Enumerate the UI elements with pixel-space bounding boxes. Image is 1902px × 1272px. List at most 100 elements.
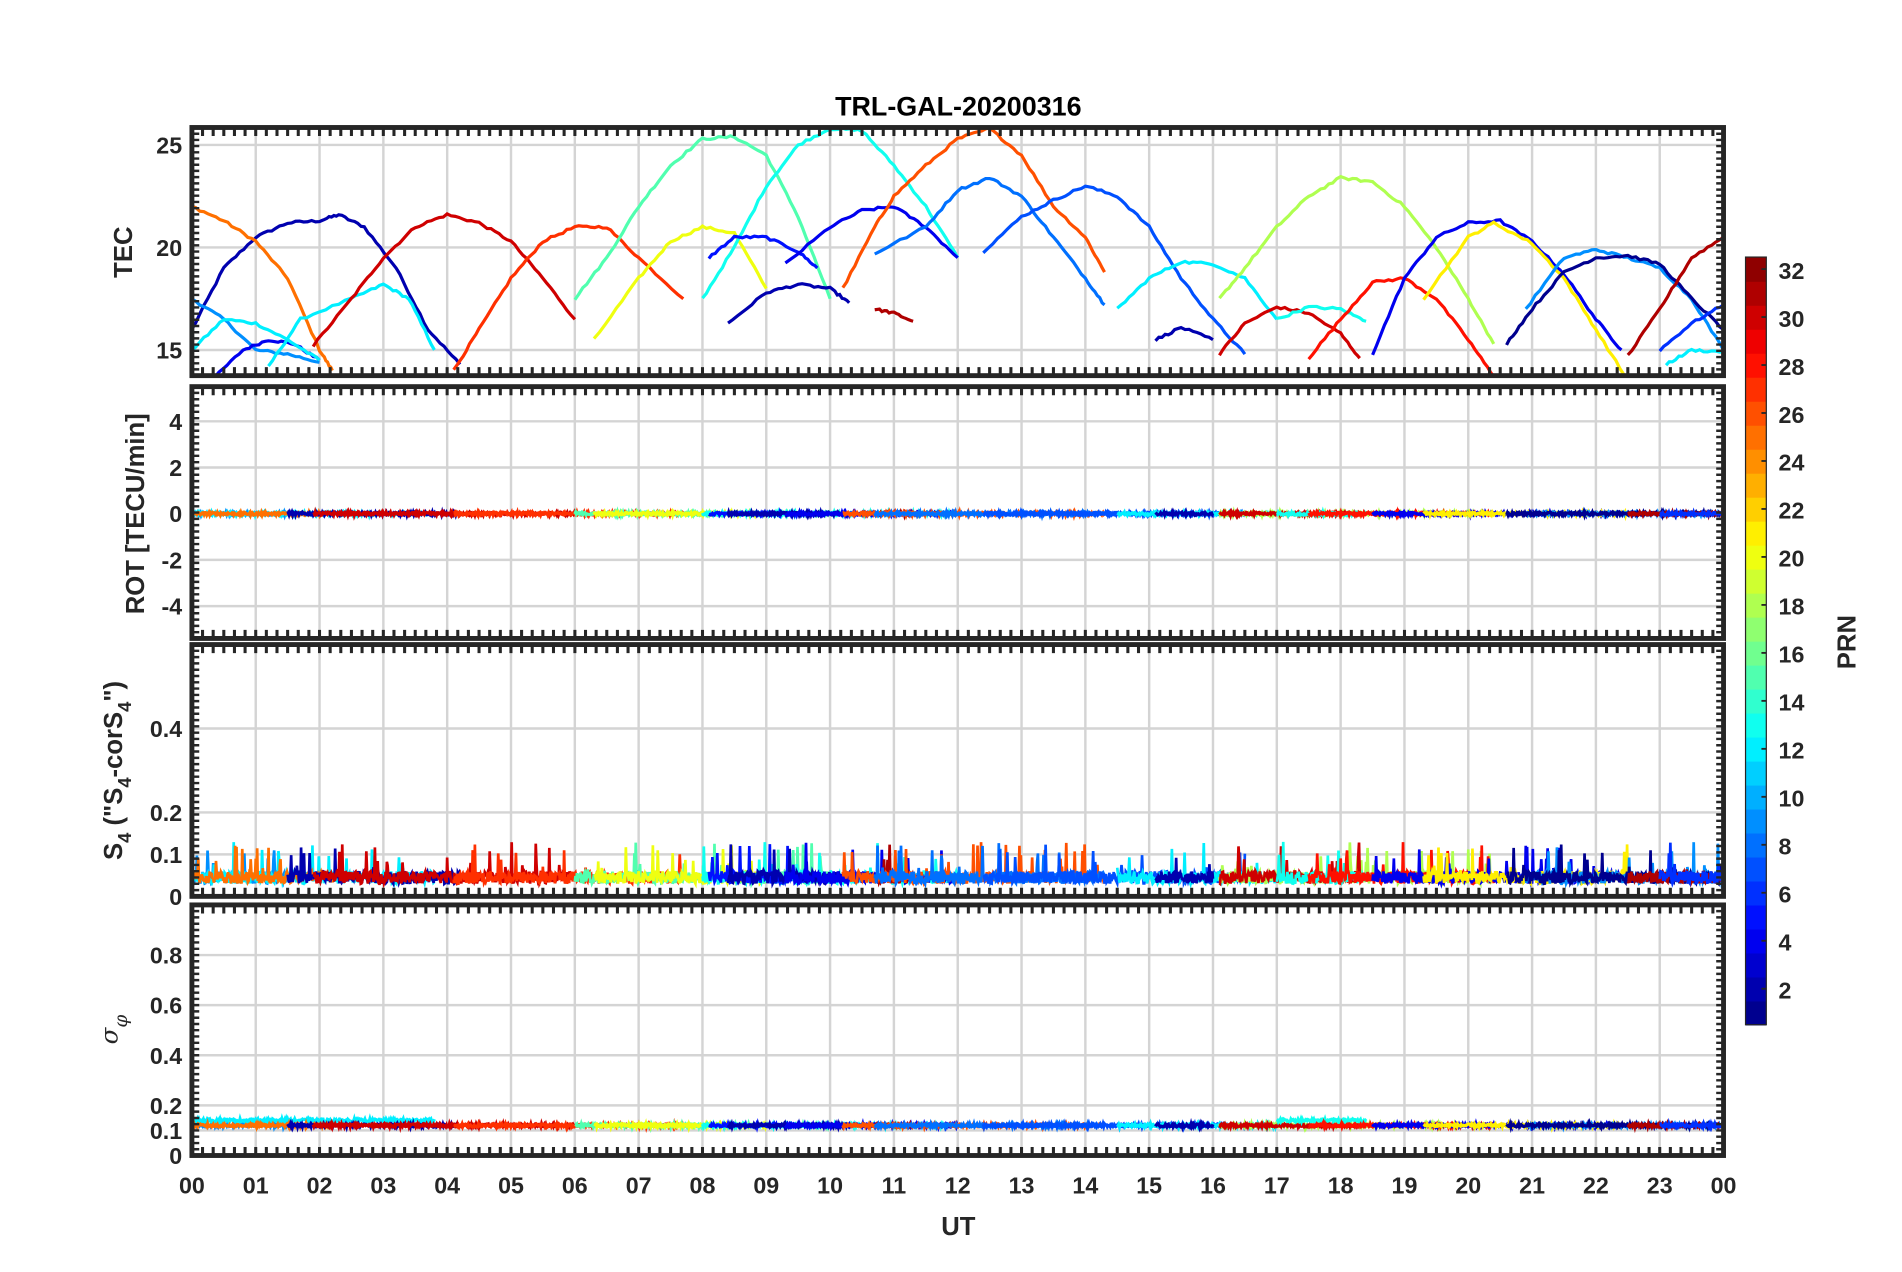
colorbar-tick-label: 24 — [1779, 450, 1805, 476]
sigma-series-prn-12 — [191, 1113, 436, 1128]
colorbar-swatch-prn-24 — [1745, 448, 1767, 474]
colorbar-swatch-prn-30 — [1745, 305, 1767, 330]
panel-s4: 0 0.1 0.2 0.4 — [150, 642, 1726, 910]
colorbar-swatch-prn-19 — [1745, 568, 1767, 594]
tec-arc-prn-1 — [1505, 253, 1724, 346]
s4-y-tick-label: 0 — [169, 884, 182, 910]
colorbar-swatch-prn-6 — [1745, 880, 1767, 906]
x-tick-label: 14 — [1072, 1172, 1098, 1198]
x-tick-label: 08 — [690, 1172, 716, 1198]
sigma-series-prn-13 — [1275, 1114, 1368, 1128]
colorbar-tick-label: 10 — [1779, 786, 1805, 812]
colorbar-swatch-prn-15 — [1745, 664, 1767, 690]
tec-series — [191, 127, 1724, 376]
tec-arc-prn-5 — [707, 234, 819, 270]
s4-y-tick-label: 0.2 — [150, 800, 182, 826]
colorbar-swatch-prn-12 — [1745, 736, 1767, 762]
tec-arc-prn-4 — [784, 205, 959, 265]
x-tick-label: 13 — [1009, 1172, 1035, 1198]
s4-axes-frame — [189, 642, 1726, 899]
colorbar-swatch-prn-32 — [1745, 257, 1767, 282]
sigma-y-axis-label: σφ — [94, 1015, 132, 1045]
x-tick-label: 03 — [370, 1172, 396, 1198]
rot-series — [191, 506, 1724, 522]
tec-arc-prn-2 — [727, 282, 851, 325]
panel-rot: -4 -2 0 2 4 — [161, 384, 1726, 641]
colorbar-swatch-prn-18 — [1745, 592, 1767, 618]
tec-arc-prn-6 — [1658, 303, 1724, 353]
s4-y-axis-label: S4 ("S4-corS4") — [100, 681, 135, 860]
x-tick-label: 12 — [945, 1172, 971, 1198]
tec-arc-prn-31 — [1626, 235, 1724, 357]
x-tick-label: 15 — [1136, 1172, 1162, 1198]
sigma-y-tick-label: 0.4 — [150, 1043, 182, 1069]
colorbar-swatch-prn-11 — [1745, 760, 1767, 786]
colorbar-swatch-prn-26 — [1745, 401, 1767, 426]
tec-arc-prn-8 — [874, 177, 1106, 307]
colorbar-tick-label: 22 — [1779, 498, 1805, 524]
colorbar-swatch-prn-8 — [1745, 832, 1767, 858]
tec-arc-prn-31 — [874, 307, 914, 323]
tec-arc-prn-9 — [191, 297, 320, 364]
tec-arc-prn-30 — [311, 212, 577, 348]
tec-arc-prn-12 — [267, 282, 436, 368]
x-tick-label: 23 — [1647, 1172, 1673, 1198]
colorbar-label: PRN — [1834, 615, 1862, 669]
colorbar-tick-label: 8 — [1779, 834, 1792, 860]
colorbar-swatch-prn-4 — [1745, 928, 1767, 954]
rot-y-axis-label: ROT [TECU/min] — [122, 413, 150, 614]
tec-arc-prn-25 — [191, 204, 334, 372]
rot-axes-frame — [189, 384, 1726, 641]
rot-y-tick-label: -2 — [161, 547, 182, 573]
colorbar-swatch-prn-2 — [1745, 976, 1767, 1002]
colorbar-tick-label: 2 — [1779, 978, 1792, 1004]
rot-series-prn-2 — [1154, 507, 1215, 521]
x-tick-label: 07 — [626, 1172, 652, 1198]
tec-arc-prn-27 — [452, 224, 685, 371]
tec-y-tick-label: 25 — [156, 132, 182, 158]
colorbar-swatch-prn-3 — [1745, 952, 1767, 978]
tec-y-tick-label: 15 — [156, 338, 182, 364]
colorbar-swatch-prn-20 — [1745, 544, 1767, 570]
colorbar-tick-label: 4 — [1779, 930, 1792, 956]
sigma-series — [191, 1113, 1724, 1134]
tec-arc-prn-12 — [1664, 347, 1724, 367]
rot-y-tick-label: 4 — [169, 409, 182, 435]
x-tick-label: 05 — [498, 1172, 524, 1198]
colorbar-swatch-prn-14 — [1745, 688, 1767, 714]
sigma-y-tick-label: 0.8 — [150, 943, 182, 969]
tec-arc-prn-13 — [1276, 304, 1367, 323]
rot-y-tick-label: -4 — [161, 594, 182, 620]
tec-arc-prn-2 — [191, 213, 462, 366]
x-tick-label: 11 — [882, 1172, 907, 1198]
colorbar-frame — [1744, 256, 1767, 1026]
s4-y-tick-label: 0.1 — [150, 842, 182, 868]
x-tick-label: 06 — [562, 1172, 588, 1198]
colorbar-swatch-prn-5 — [1745, 904, 1767, 930]
colorbar-swatch-prn-17 — [1745, 616, 1767, 642]
colorbar-swatch-prn-23 — [1745, 472, 1767, 498]
x-tick-label: 00 — [179, 1172, 205, 1198]
rot-y-tick-label: 0 — [169, 501, 182, 527]
x-tick-label: 22 — [1583, 1172, 1609, 1198]
colorbar-swatch-prn-28 — [1745, 353, 1767, 378]
colorbar-tick-label: 16 — [1779, 642, 1805, 668]
tec-arc-prn-4 — [1371, 218, 1623, 356]
x-tick-label: 00 — [1711, 1172, 1737, 1198]
colorbar-swatch-prn-21 — [1745, 520, 1767, 546]
colorbar-swatch-prn-16 — [1745, 640, 1767, 666]
s4-y-tick-label: 0.4 — [150, 716, 182, 742]
colorbar-tick-label: 6 — [1779, 882, 1792, 908]
s4-series — [191, 841, 1724, 889]
x-tick-label: 09 — [753, 1172, 779, 1198]
colorbar-tick-label: 20 — [1779, 546, 1805, 572]
tec-arc-prn-2 — [1154, 325, 1214, 342]
tec-arc-prn-26 — [841, 127, 1106, 289]
sigma-series-prn-2 — [1154, 1117, 1215, 1133]
sigma-y-tick-label: 0 — [169, 1143, 182, 1169]
x-tick-label: 17 — [1264, 1172, 1290, 1198]
colorbar-swatch-prn-9 — [1745, 808, 1767, 834]
x-tick-label: 21 — [1519, 1172, 1545, 1198]
colorbar-swatch-prn-27 — [1745, 377, 1767, 402]
colorbar-swatch-prn-31 — [1745, 281, 1767, 306]
